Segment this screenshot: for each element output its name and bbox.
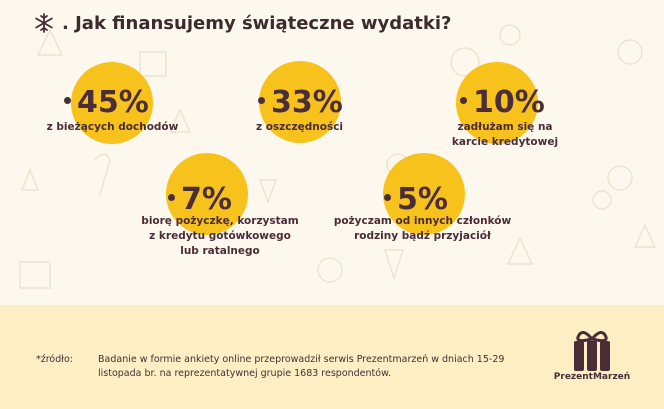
stat-value: 5% xyxy=(384,185,448,215)
title-row: . Jak finansujemy świąteczne wydatki? xyxy=(34,8,451,38)
stat-circle xyxy=(456,62,538,144)
bullet-icon xyxy=(460,97,467,104)
stat-value-text: 33% xyxy=(271,85,343,120)
stat-value-text: 45% xyxy=(77,85,149,120)
stat-value: 10% xyxy=(460,88,545,118)
stat-value-text: 10% xyxy=(473,85,545,120)
stat-label: zadłużam się na karcie kredytowej xyxy=(451,121,559,148)
brand-name: PrezentMarzeń xyxy=(553,372,631,382)
page-title: . Jak finansujemy świąteczne wydatki? xyxy=(62,12,452,34)
stat-label: z bieżących dochodów xyxy=(46,121,179,133)
stat-circle xyxy=(166,153,248,235)
stat-value: 33% xyxy=(258,88,343,118)
stat-value: 45% xyxy=(64,88,149,118)
footer: *źródło: Badanie w formie ankiety online… xyxy=(0,305,664,409)
gift-logo-icon xyxy=(574,331,610,371)
stat-circle xyxy=(71,62,153,144)
stat-label: biorę pożyczkę, korzystam z kredytu gotó… xyxy=(141,215,299,257)
bullet-icon xyxy=(258,97,265,104)
background-decoration xyxy=(19,24,657,289)
stat-circle xyxy=(259,61,341,143)
stat-value-text: 5% xyxy=(397,182,448,217)
stat-value: 7% xyxy=(168,185,232,215)
source-note: *źródło: Badanie w formie ankiety online… xyxy=(36,353,538,381)
snowflake-icon xyxy=(35,13,53,33)
bullet-icon xyxy=(168,194,175,201)
stat-label: pożyczam od innych członków rodziny bądź… xyxy=(333,215,512,242)
stat-circle xyxy=(383,153,465,235)
bullet-icon xyxy=(384,194,391,201)
source-label: *źródło: xyxy=(36,354,73,365)
stat-value-text: 7% xyxy=(181,182,232,217)
stat-label: z oszczędności xyxy=(255,121,344,133)
source-text: Badanie w formie ankiety online przeprow… xyxy=(98,354,505,379)
bullet-icon xyxy=(64,97,71,104)
brand-logo: PrezentMarzeń xyxy=(552,327,632,397)
